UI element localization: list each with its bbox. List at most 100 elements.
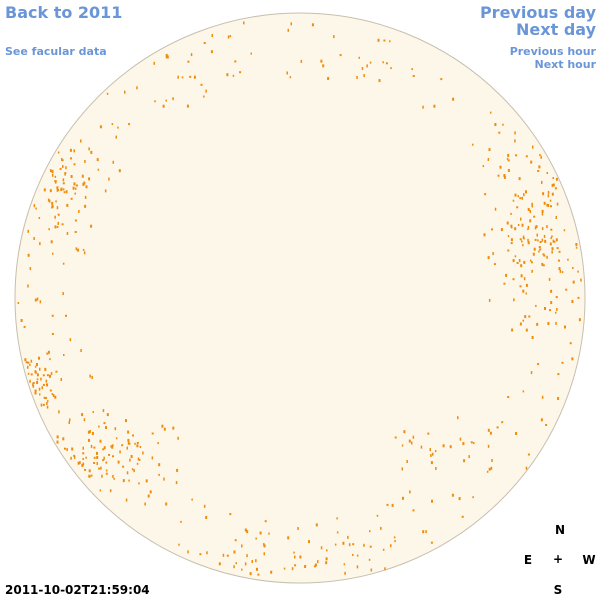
facular-spot xyxy=(40,377,42,381)
facular-spot xyxy=(69,418,71,422)
facular-spot xyxy=(536,233,538,237)
facular-spot xyxy=(90,224,93,228)
facular-spot xyxy=(30,373,33,376)
facular-spot xyxy=(440,78,443,81)
facular-spot xyxy=(93,456,96,459)
facular-spot xyxy=(311,23,314,27)
facular-spot xyxy=(229,513,232,516)
facular-spot xyxy=(431,499,433,503)
facular-spot xyxy=(425,530,427,534)
facular-spot xyxy=(541,180,543,184)
facular-spot xyxy=(452,97,455,101)
facular-spot xyxy=(256,567,258,571)
facular-spot xyxy=(62,262,65,265)
facular-spot xyxy=(118,169,121,173)
facular-spot xyxy=(569,342,572,345)
facular-spot xyxy=(577,270,579,273)
facular-spot xyxy=(180,520,182,523)
facular-spot xyxy=(483,233,486,237)
facular-spot xyxy=(177,75,179,79)
facular-spot xyxy=(73,455,76,459)
facular-spot xyxy=(136,441,139,444)
facular-spot xyxy=(516,262,519,264)
facular-spot xyxy=(211,34,213,37)
facular-spot xyxy=(34,365,37,368)
facular-spot xyxy=(550,289,553,293)
previous-day-link[interactable]: Previous day xyxy=(479,3,596,22)
facular-spot xyxy=(85,456,87,459)
facular-spot xyxy=(241,568,243,571)
facular-spot xyxy=(352,554,354,556)
facular-spot xyxy=(523,260,526,264)
facular-spot xyxy=(93,446,96,449)
facular-spot xyxy=(401,444,404,447)
facular-spot xyxy=(333,35,335,39)
facular-spot xyxy=(239,71,242,74)
facular-spot xyxy=(46,374,49,377)
facular-spot xyxy=(105,472,108,475)
facular-spot xyxy=(549,309,551,312)
facular-spot xyxy=(100,466,102,470)
facular-spot xyxy=(34,370,36,374)
previous-hour-link[interactable]: Previous hour xyxy=(509,45,596,58)
facular-spot xyxy=(27,253,30,257)
facular-spot xyxy=(422,105,424,109)
facular-spot xyxy=(210,50,213,54)
facular-spot xyxy=(34,391,37,395)
facular-spot xyxy=(409,490,411,494)
facular-spot xyxy=(69,338,72,342)
facular-spot xyxy=(145,479,148,483)
facular-spot xyxy=(88,438,90,442)
facular-spot xyxy=(62,178,65,182)
facular-spot xyxy=(577,296,580,299)
facular-spot xyxy=(73,454,76,457)
facular-spot xyxy=(200,83,203,86)
facular-spot xyxy=(112,474,114,478)
facular-spot xyxy=(79,461,81,465)
facular-spot xyxy=(251,560,253,563)
facular-spot xyxy=(575,243,578,246)
next-day-link[interactable]: Next day xyxy=(516,20,596,39)
facular-spot xyxy=(514,193,517,197)
facular-spot xyxy=(520,217,522,221)
facular-spot xyxy=(519,197,522,200)
facular-spot xyxy=(165,53,168,57)
facular-spot xyxy=(166,55,169,59)
facular-spot xyxy=(27,229,29,233)
facular-spot xyxy=(82,446,84,450)
facular-spot xyxy=(510,212,512,215)
facular-spot xyxy=(244,528,247,532)
see-facular-data-link[interactable]: See facular data xyxy=(5,45,107,58)
facular-spot xyxy=(50,240,53,244)
facular-spot xyxy=(315,523,318,527)
facular-spot xyxy=(49,389,52,392)
facular-spot xyxy=(191,498,193,501)
facular-spot xyxy=(434,450,437,453)
facular-spot xyxy=(233,550,236,554)
facular-spot xyxy=(57,189,60,191)
facular-spot xyxy=(203,95,205,98)
facular-spot xyxy=(551,247,554,251)
facular-spot xyxy=(376,514,379,517)
facular-spot xyxy=(127,441,130,445)
facular-spot xyxy=(530,371,533,375)
facular-spot xyxy=(56,206,59,210)
back-to-year-link[interactable]: Back to 2011 xyxy=(5,3,123,22)
facular-spot xyxy=(358,56,360,59)
facular-spot xyxy=(181,76,184,79)
facular-spot xyxy=(382,548,385,551)
facular-spot xyxy=(525,328,528,332)
facular-spot xyxy=(41,386,43,390)
facular-spot xyxy=(519,238,522,241)
facular-spot xyxy=(557,397,560,400)
next-hour-link[interactable]: Next hour xyxy=(534,58,597,71)
facular-spot xyxy=(522,237,525,240)
facular-spot xyxy=(64,172,67,175)
facular-spot xyxy=(514,255,517,258)
facular-spot xyxy=(432,452,434,456)
facular-spot xyxy=(80,349,82,352)
facular-spot xyxy=(27,284,29,288)
facular-spot xyxy=(172,426,175,430)
facular-spot xyxy=(521,240,523,243)
facular-spot xyxy=(51,314,54,317)
